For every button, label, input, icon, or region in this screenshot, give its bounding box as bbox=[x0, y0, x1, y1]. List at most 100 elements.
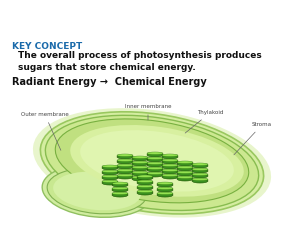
Ellipse shape bbox=[104, 180, 116, 182]
Ellipse shape bbox=[134, 161, 146, 163]
Ellipse shape bbox=[112, 182, 128, 185]
Text: Radiant Energy →  Chemical Energy: Radiant Energy → Chemical Energy bbox=[12, 77, 207, 87]
Ellipse shape bbox=[149, 172, 161, 174]
Ellipse shape bbox=[177, 176, 193, 179]
Ellipse shape bbox=[132, 162, 148, 166]
Ellipse shape bbox=[132, 167, 148, 171]
Ellipse shape bbox=[117, 169, 133, 172]
Ellipse shape bbox=[179, 176, 191, 178]
Text: Thylakoid: Thylakoid bbox=[185, 110, 223, 133]
Ellipse shape bbox=[102, 165, 118, 168]
Ellipse shape bbox=[45, 115, 259, 210]
Ellipse shape bbox=[159, 192, 171, 194]
Ellipse shape bbox=[112, 193, 128, 197]
Ellipse shape bbox=[117, 164, 133, 167]
Ellipse shape bbox=[159, 187, 171, 189]
Ellipse shape bbox=[147, 168, 163, 172]
Ellipse shape bbox=[147, 157, 163, 160]
Ellipse shape bbox=[140, 190, 151, 192]
Ellipse shape bbox=[157, 193, 173, 197]
Ellipse shape bbox=[179, 166, 191, 168]
Ellipse shape bbox=[119, 174, 130, 176]
Ellipse shape bbox=[192, 179, 208, 183]
Ellipse shape bbox=[192, 173, 208, 176]
Ellipse shape bbox=[147, 172, 163, 175]
Ellipse shape bbox=[117, 154, 133, 157]
Ellipse shape bbox=[194, 163, 206, 165]
Ellipse shape bbox=[47, 168, 147, 214]
Ellipse shape bbox=[134, 176, 146, 178]
Ellipse shape bbox=[137, 180, 153, 183]
Ellipse shape bbox=[162, 155, 178, 159]
Ellipse shape bbox=[162, 164, 178, 167]
Ellipse shape bbox=[102, 176, 118, 180]
Ellipse shape bbox=[134, 156, 146, 158]
Ellipse shape bbox=[112, 187, 128, 190]
Ellipse shape bbox=[132, 177, 148, 181]
Ellipse shape bbox=[162, 175, 178, 179]
Ellipse shape bbox=[164, 164, 175, 166]
Ellipse shape bbox=[179, 161, 191, 163]
Ellipse shape bbox=[112, 188, 128, 192]
Ellipse shape bbox=[102, 170, 118, 173]
Ellipse shape bbox=[137, 176, 153, 180]
Text: KEY CONCEPT: KEY CONCEPT bbox=[12, 42, 82, 51]
Ellipse shape bbox=[162, 159, 178, 162]
Ellipse shape bbox=[134, 166, 146, 168]
Ellipse shape bbox=[164, 159, 175, 161]
Ellipse shape bbox=[140, 185, 151, 187]
Ellipse shape bbox=[53, 172, 141, 210]
Ellipse shape bbox=[102, 181, 118, 185]
Ellipse shape bbox=[147, 173, 163, 177]
Ellipse shape bbox=[140, 175, 151, 177]
Ellipse shape bbox=[147, 167, 163, 170]
Ellipse shape bbox=[164, 169, 175, 171]
Ellipse shape bbox=[119, 169, 130, 171]
Ellipse shape bbox=[112, 183, 128, 187]
Ellipse shape bbox=[132, 157, 148, 161]
Ellipse shape bbox=[162, 170, 178, 174]
Ellipse shape bbox=[137, 181, 153, 185]
Ellipse shape bbox=[132, 156, 148, 159]
Ellipse shape bbox=[119, 164, 130, 166]
Ellipse shape bbox=[149, 162, 161, 164]
Ellipse shape bbox=[177, 171, 193, 174]
Ellipse shape bbox=[132, 176, 148, 179]
Ellipse shape bbox=[40, 112, 264, 214]
Ellipse shape bbox=[33, 108, 271, 218]
Ellipse shape bbox=[147, 163, 163, 167]
Ellipse shape bbox=[177, 177, 193, 181]
Ellipse shape bbox=[149, 152, 161, 154]
Ellipse shape bbox=[177, 162, 193, 166]
Ellipse shape bbox=[177, 167, 193, 171]
Ellipse shape bbox=[117, 159, 133, 162]
Ellipse shape bbox=[192, 169, 208, 173]
Ellipse shape bbox=[117, 174, 133, 177]
Ellipse shape bbox=[104, 165, 116, 167]
Ellipse shape bbox=[164, 154, 175, 156]
Ellipse shape bbox=[119, 154, 130, 156]
Ellipse shape bbox=[147, 153, 163, 157]
Ellipse shape bbox=[192, 178, 208, 181]
Ellipse shape bbox=[162, 165, 178, 169]
Ellipse shape bbox=[192, 163, 208, 166]
Ellipse shape bbox=[137, 191, 153, 195]
Ellipse shape bbox=[194, 173, 206, 175]
Ellipse shape bbox=[102, 175, 118, 178]
Ellipse shape bbox=[119, 159, 130, 161]
Ellipse shape bbox=[104, 175, 116, 177]
Ellipse shape bbox=[70, 125, 244, 197]
Ellipse shape bbox=[157, 182, 173, 185]
Ellipse shape bbox=[159, 182, 171, 184]
Text: Outer membrane: Outer membrane bbox=[21, 112, 69, 150]
Ellipse shape bbox=[157, 183, 173, 187]
Ellipse shape bbox=[55, 119, 249, 203]
Ellipse shape bbox=[117, 155, 133, 159]
Ellipse shape bbox=[194, 168, 206, 170]
Ellipse shape bbox=[149, 167, 161, 169]
Ellipse shape bbox=[117, 160, 133, 164]
Ellipse shape bbox=[137, 190, 153, 193]
Ellipse shape bbox=[157, 192, 173, 195]
Ellipse shape bbox=[162, 174, 178, 177]
Ellipse shape bbox=[192, 174, 208, 178]
